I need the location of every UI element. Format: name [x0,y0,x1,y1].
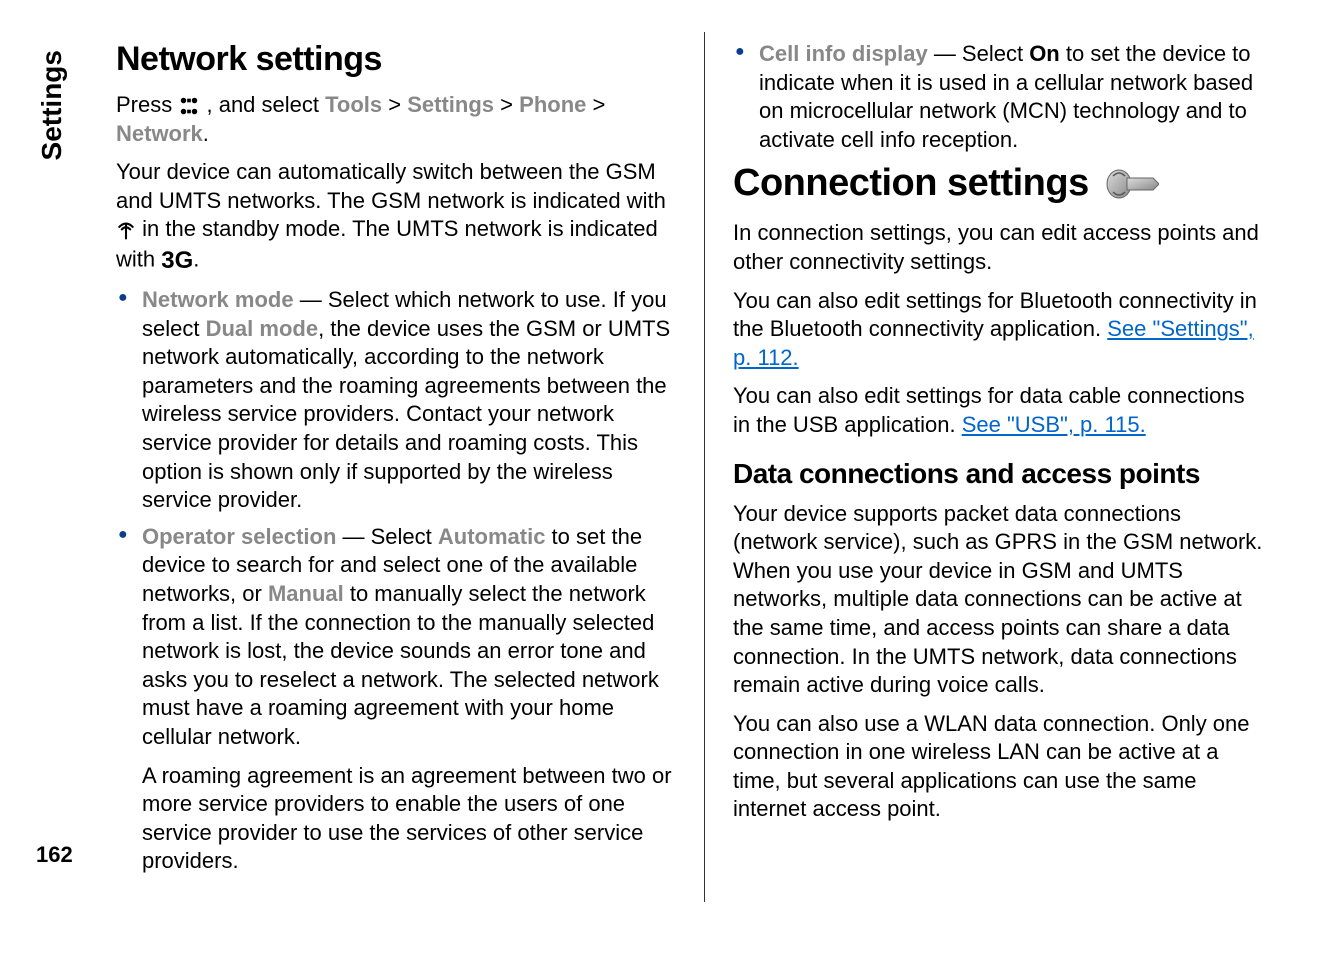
connection-icon [1103,164,1159,204]
right-column: Cell info display — Select On to set the… [705,32,1294,902]
manual-label: Manual [268,581,344,606]
heading-network-settings: Network settings [116,40,676,79]
sep: — [294,287,328,312]
gsm-umts-paragraph: Your device can automatically switch bet… [116,158,676,276]
text: to manually select the network from a li… [142,581,659,749]
three-g-icon: 3G [161,245,193,276]
option-label: Network mode [142,287,294,312]
sep: — Select [336,524,437,549]
conn-intro: In connection settings, you can edit acc… [733,219,1264,276]
text: Your device can automatically switch bet… [116,159,666,213]
antenna-icon [116,216,136,245]
heading-connection-settings: Connection settings [733,162,1264,205]
path-tools: Tools [325,92,382,117]
option-label: Cell info display [759,41,928,66]
bullet-cell-info: Cell info display — Select On to set the… [733,40,1264,154]
text: , and select [206,92,325,117]
sep: — Select [928,41,1029,66]
heading-data-connections: Data connections and access points [733,458,1264,490]
conn-usb: You can also edit settings for data cabl… [733,382,1264,439]
automatic-label: Automatic [438,524,546,549]
text: . [193,246,199,271]
cell-info-list: Cell info display — Select On to set the… [733,40,1264,154]
page-content: Network settings Press , and select Tool… [116,32,1294,902]
text: Press [116,92,178,117]
sep: > [500,92,519,117]
path-phone: Phone [519,92,586,117]
side-tab-label: Settings [36,50,68,160]
roaming-agreement-note: A roaming agreement is an agreement betw… [142,762,676,876]
heading-text: Connection settings [733,162,1089,205]
press-instruction: Press , and select Tools > Settings > Ph… [116,91,676,148]
data-conn-p2: You can also use a WLAN data connection.… [733,710,1264,824]
left-column: Network settings Press , and select Tool… [116,32,705,902]
path-network: Network [116,121,203,146]
on-label: On [1029,41,1060,66]
path-settings: Settings [407,92,494,117]
menu-key-icon [178,95,200,117]
network-options-list: Network mode — Select which network to u… [116,286,676,876]
bullet-network-mode: Network mode — Select which network to u… [116,286,676,515]
sep: > [593,92,606,117]
link-usb-115[interactable]: See "USB", p. 115. [962,412,1146,437]
option-label: Operator selection [142,524,336,549]
text: . [203,121,209,146]
sep: > [388,92,407,117]
dual-mode-label: Dual mode [206,316,318,341]
data-conn-p1: Your device supports packet data connect… [733,500,1264,700]
text: , the device uses the GSM or UMTS networ… [142,316,670,513]
page-number: 162 [36,842,73,868]
bullet-operator-selection: Operator selection — Select Automatic to… [116,523,676,876]
conn-bluetooth: You can also edit settings for Bluetooth… [733,287,1264,373]
